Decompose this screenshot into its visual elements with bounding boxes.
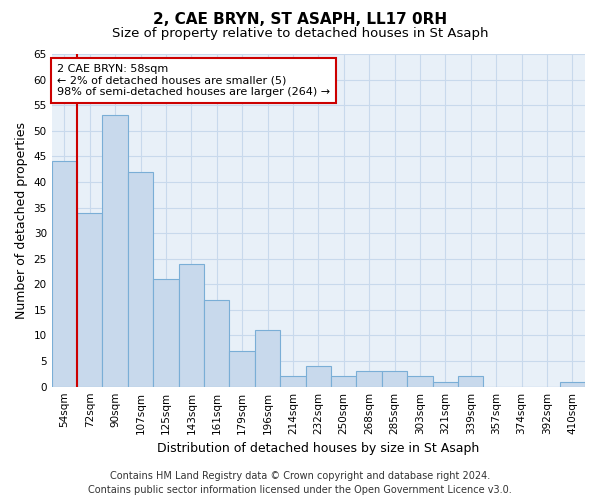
Bar <box>305 366 331 386</box>
Bar <box>179 264 204 386</box>
Bar <box>331 376 356 386</box>
Text: Contains HM Land Registry data © Crown copyright and database right 2024.
Contai: Contains HM Land Registry data © Crown c… <box>88 471 512 495</box>
Bar <box>458 376 484 386</box>
Bar <box>52 162 77 386</box>
Bar <box>153 279 179 386</box>
Bar <box>229 351 255 386</box>
Bar <box>407 376 433 386</box>
Bar <box>382 372 407 386</box>
Y-axis label: Number of detached properties: Number of detached properties <box>15 122 28 319</box>
Bar <box>433 382 458 386</box>
Bar <box>77 212 103 386</box>
Text: 2, CAE BRYN, ST ASAPH, LL17 0RH: 2, CAE BRYN, ST ASAPH, LL17 0RH <box>153 12 447 28</box>
Bar <box>103 116 128 386</box>
Bar <box>560 382 585 386</box>
Bar <box>356 372 382 386</box>
Text: Size of property relative to detached houses in St Asaph: Size of property relative to detached ho… <box>112 28 488 40</box>
Text: 2 CAE BRYN: 58sqm
← 2% of detached houses are smaller (5)
98% of semi-detached h: 2 CAE BRYN: 58sqm ← 2% of detached house… <box>57 64 330 97</box>
Bar <box>280 376 305 386</box>
Bar <box>128 172 153 386</box>
Bar <box>255 330 280 386</box>
Bar <box>204 300 229 386</box>
X-axis label: Distribution of detached houses by size in St Asaph: Distribution of detached houses by size … <box>157 442 479 455</box>
